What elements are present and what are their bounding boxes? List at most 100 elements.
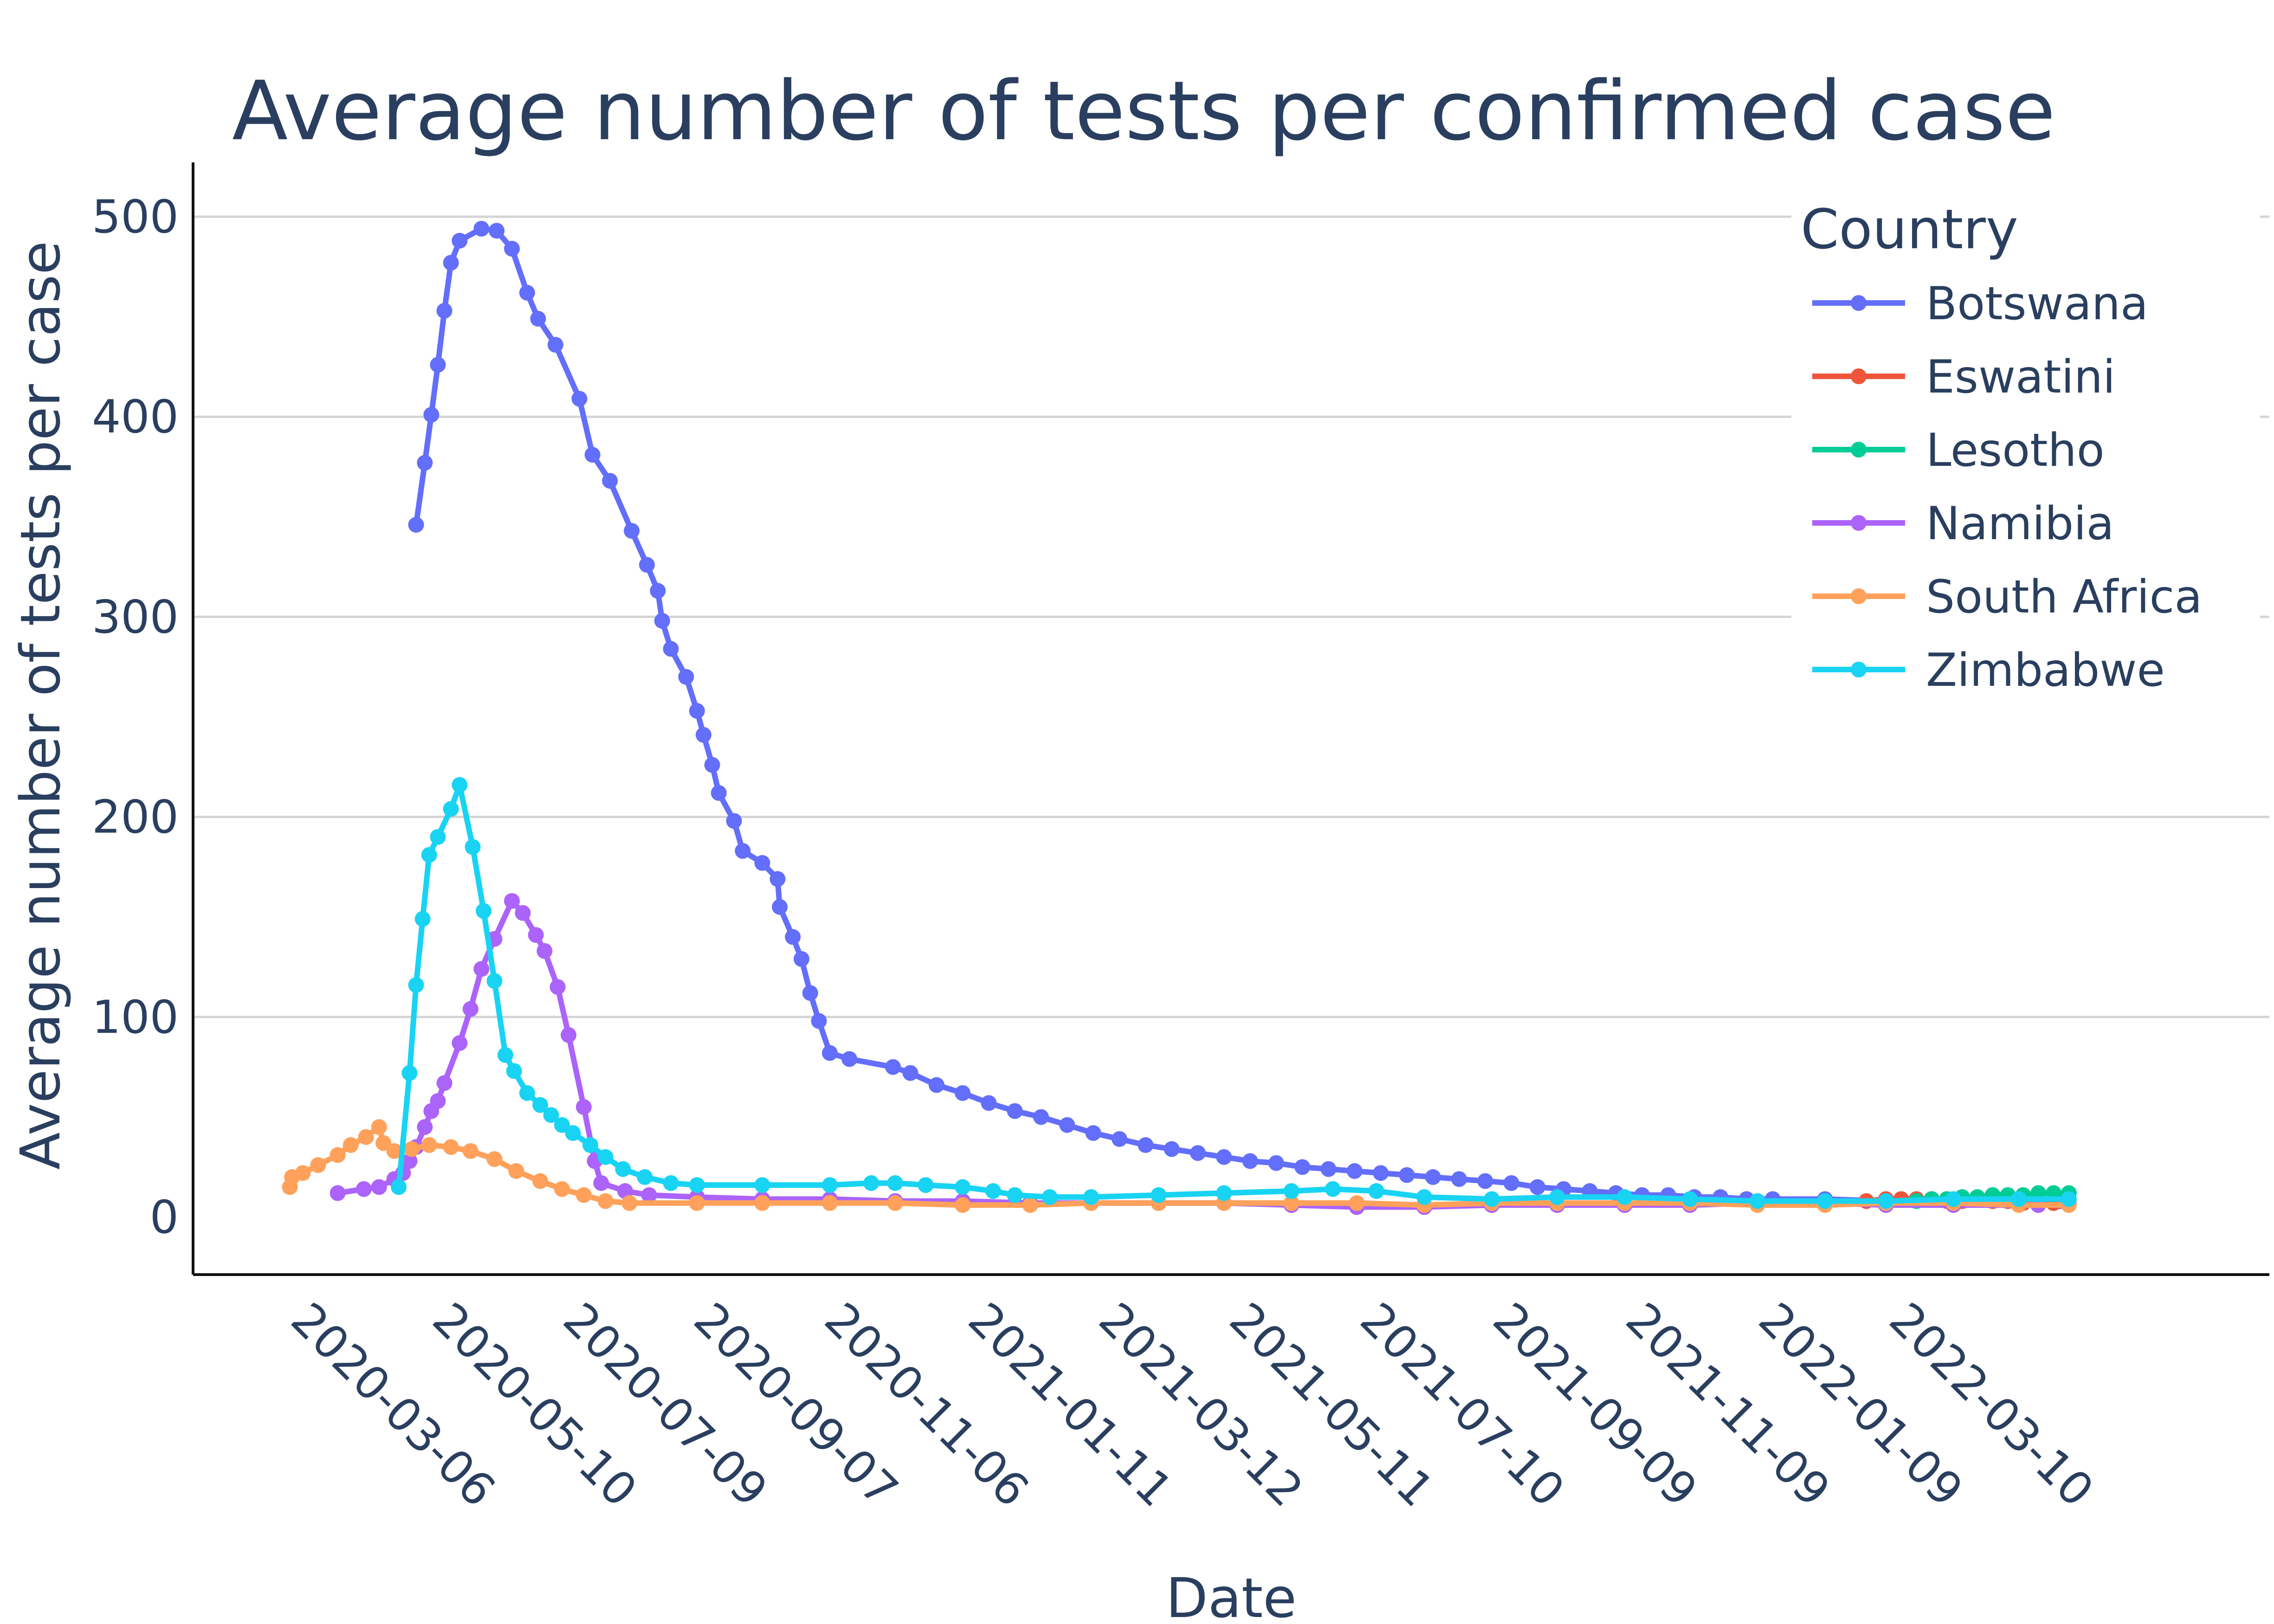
data-point [452,1035,468,1051]
data-point [1503,1175,1519,1191]
data-point [584,447,601,463]
data-point [1137,1137,1154,1153]
data-point [785,929,801,945]
legend-item-south-africa[interactable]: South Africa [1812,571,2202,624]
data-point [1817,1193,1833,1209]
data-point [1268,1155,1284,1171]
data-point [436,303,452,319]
data-point [401,1065,418,1081]
data-point [615,1161,631,1177]
data-point [417,455,433,471]
legend-marker [1851,515,1867,531]
data-point [295,1165,311,1181]
legend-label: Eswatini [1926,351,2115,404]
data-point [452,232,468,249]
data-point [772,899,788,915]
data-point [575,1099,592,1115]
data-point [554,1181,570,1197]
data-point [663,1175,679,1191]
data-point [1216,1185,1232,1201]
legend-marker [1851,295,1867,311]
data-point [508,1163,524,1179]
y-tick-label: 300 [92,591,179,644]
data-point [1242,1153,1258,1169]
legend-marker [1851,442,1867,458]
legend-label: Botswana [1926,277,2148,330]
legend-item-lesotho[interactable]: Lesotho [1812,424,2105,477]
data-point [543,1107,559,1123]
data-point [408,517,424,533]
data-point [436,1075,452,1091]
data-point [985,1183,1001,1199]
data-point [955,1197,971,1213]
data-point [391,1179,407,1195]
series-zimbabwe [391,777,2077,1209]
data-point [571,391,588,407]
data-point [430,829,446,845]
series-line-zimbabwe [396,782,2072,1204]
data-point [462,1143,478,1159]
data-point [726,813,742,829]
data-point [371,1179,387,1195]
data-point [1749,1193,1765,1209]
data-point [1373,1165,1389,1181]
legend-label: Zimbabwe [1926,644,2165,697]
data-point [421,1137,437,1153]
data-point [1007,1187,1023,1203]
data-point [602,473,618,489]
data-point [1150,1187,1167,1203]
legend-marker [1851,588,1867,604]
legend: Country Botswana Eswatini Lesotho Namibia So… [1791,186,2260,715]
data-point [1033,1109,1049,1125]
data-point [955,1085,971,1101]
data-point [423,406,439,423]
legend-item-botswana[interactable]: Botswana [1812,277,2148,330]
legend-item-zimbabwe[interactable]: Zimbabwe [1812,644,2165,697]
x-axis-title: Date [1166,1566,1297,1624]
data-point [617,1183,633,1199]
legend-items: Botswana Eswatini Lesotho Namibia South Afri… [1812,277,2202,697]
plot-series [282,220,2077,1215]
data-point [486,1151,503,1167]
legend-item-namibia[interactable]: Namibia [1812,497,2114,550]
data-point [885,1059,901,1075]
data-point [532,1173,549,1189]
data-point [654,613,670,629]
legend-item-eswatini[interactable]: Eswatini [1812,351,2115,404]
data-point [593,1175,609,1191]
data-point [430,357,446,373]
data-point [902,1065,918,1081]
data-point [689,1177,705,1193]
data-point [641,1187,657,1203]
data-point [1484,1191,1500,1207]
data-point [887,1175,903,1191]
data-point [1549,1189,1565,1205]
data-point [1320,1161,1337,1177]
y-tick-label: 0 [150,1191,179,1244]
data-point [639,557,655,573]
data-point [421,847,437,863]
data-point [528,927,544,943]
data-point [358,1129,374,1145]
data-point [443,255,459,271]
data-point [711,785,727,801]
data-point [401,1153,418,1169]
data-point [561,1027,577,1043]
data-point [1616,1189,1633,1205]
data-point [1163,1141,1180,1157]
data-point [704,757,720,773]
data-point [1451,1171,1467,1187]
data-point [497,1047,513,1063]
data-point [536,943,553,959]
data-point [329,1185,346,1201]
data-point [981,1095,997,1111]
chart-title: Average number of tests per confirmed ca… [232,64,2055,159]
data-point [519,1085,535,1101]
data-point [408,977,424,993]
data-point [2061,1191,2077,1207]
data-point [929,1077,944,1093]
data-point [689,1195,705,1211]
data-point [532,1097,549,1113]
data-point [1878,1193,1894,1209]
